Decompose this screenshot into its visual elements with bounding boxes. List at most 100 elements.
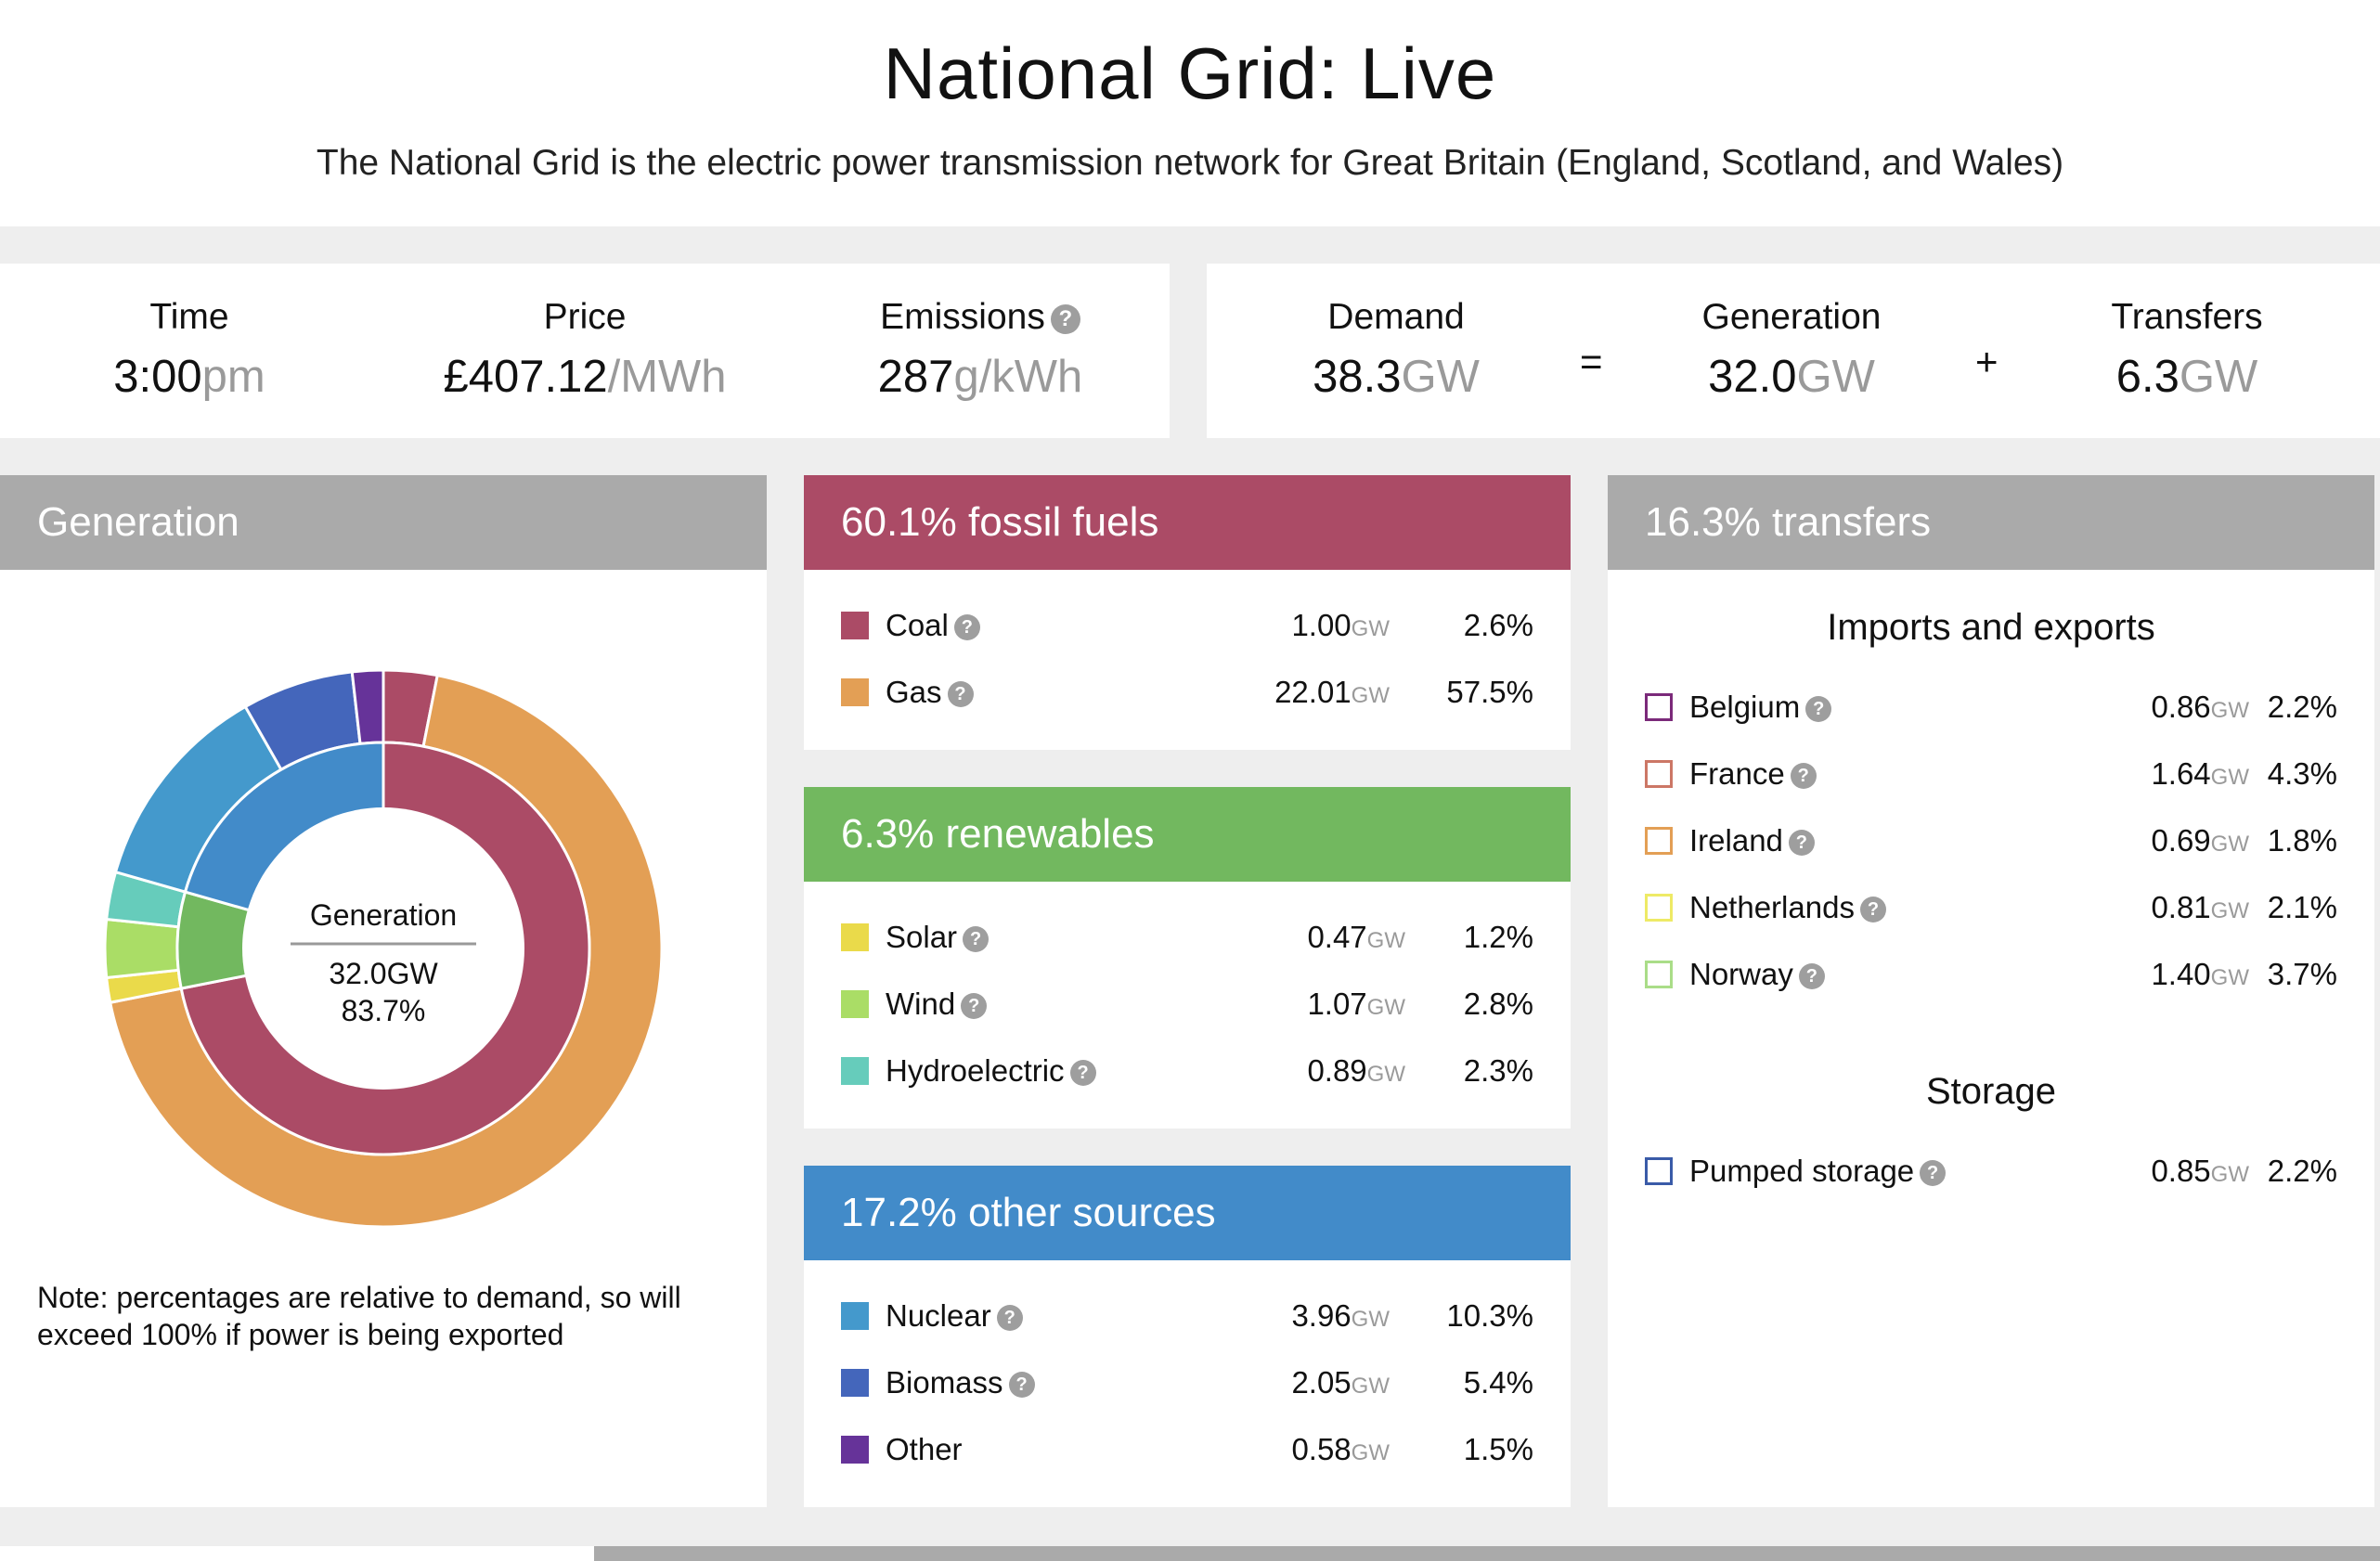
help-icon[interactable]: ?: [996, 1305, 1023, 1332]
stat-emissions: Emissions? 287g/kWh: [795, 297, 1166, 403]
stat-time-value: 3:00pm: [4, 351, 375, 403]
donut-center-value: 32.0GW: [329, 957, 438, 990]
gw-value: 0.86: [2151, 690, 2211, 724]
source-gw: 2.05GW: [1291, 1364, 1390, 1405]
bottom-panel-edge: [594, 1546, 2380, 1561]
legend-swatch: [1645, 827, 1673, 855]
gw-unit: GW: [2210, 765, 2249, 790]
source-label: Norway: [1689, 957, 1793, 991]
emissions-value: 287: [877, 352, 954, 402]
legend-swatch: [841, 923, 869, 951]
list-item: Norway? 1.40GW 3.7%: [1645, 956, 2337, 993]
other-sources-panel: 17.2% other sources Nuclear? 3.96GW 10.3% B…: [804, 1166, 1571, 1507]
list-item: Wind? 1.07GW 2.8%: [841, 986, 1533, 1023]
market-stats-card: Time 3:00pm Price £407.12/MWh Emissions?…: [0, 264, 1170, 438]
help-icon[interactable]: ?: [1798, 963, 1825, 990]
gw-value: 3.96: [1291, 1298, 1352, 1333]
price-value: £407.12: [443, 352, 608, 402]
source-pct: 2.2%: [2267, 1154, 2337, 1188]
help-icon[interactable]: ?: [1050, 303, 1080, 334]
gw-unit: GW: [1351, 1307, 1390, 1332]
generation-panel: Generation Generation 32.0GW 83.7% Note:…: [0, 475, 767, 1507]
gw-unit: GW: [1366, 1062, 1405, 1087]
fossil-fuels-header: 60.1% fossil fuels: [804, 475, 1571, 570]
stat-demand: Demand 38.3GW: [1210, 297, 1582, 403]
source-gw: 0.81GW: [2151, 889, 2249, 930]
source-pct: 2.2%: [2267, 690, 2337, 724]
donut-center-pct: 83.7%: [342, 994, 426, 1027]
gw-value: 1.07: [1307, 987, 1367, 1021]
help-icon[interactable]: ?: [1859, 897, 1886, 923]
source-name: Solar?: [886, 919, 990, 956]
help-icon[interactable]: ?: [1069, 1060, 1096, 1087]
legend-swatch: [841, 1057, 869, 1085]
donut-center: [242, 807, 524, 1090]
gw-value: 1.00: [1291, 608, 1352, 642]
legend-swatch: [1645, 894, 1673, 922]
legend-swatch: [841, 990, 869, 1018]
source-pct: 57.5%: [1446, 675, 1533, 709]
stat-generation-label: Generation: [1701, 297, 1882, 337]
source-name: Biomass?: [886, 1364, 1035, 1401]
help-icon[interactable]: ?: [961, 993, 988, 1020]
help-icon[interactable]: ?: [1805, 696, 1832, 723]
gw-value: 0.47: [1307, 920, 1367, 954]
source-pct: 1.5%: [1463, 1432, 1533, 1466]
stat-demand-value: 38.3GW: [1210, 351, 1582, 403]
source-gw: 1.07GW: [1307, 986, 1405, 1026]
help-icon[interactable]: ?: [963, 926, 990, 953]
gw-unit: GW: [2210, 698, 2249, 723]
legend-swatch: [841, 1369, 869, 1397]
stat-time-label: Time: [149, 297, 229, 337]
transfers-unit: GW: [2179, 352, 2258, 402]
stat-demand-label: Demand: [1327, 297, 1465, 337]
source-gw: 0.86GW: [2151, 689, 2249, 729]
source-label: Belgium: [1689, 690, 1801, 724]
help-icon[interactable]: ?: [1790, 763, 1817, 790]
help-icon[interactable]: ?: [1008, 1372, 1035, 1399]
gw-unit: GW: [1351, 683, 1390, 708]
source-name: Wind?: [886, 986, 988, 1023]
list-item: Biomass? 2.05GW 5.4%: [841, 1364, 1533, 1401]
gw-unit: GW: [2210, 1162, 2249, 1187]
gw-unit: GW: [1351, 1440, 1390, 1465]
legend-swatch: [841, 612, 869, 639]
gw-unit: GW: [1366, 995, 1405, 1020]
fossil-fuels-panel: 60.1% fossil fuels Coal? 1.00GW 2.6% Gas? 22…: [804, 475, 1571, 750]
list-item: Gas? 22.01GW 57.5%: [841, 674, 1533, 711]
help-icon[interactable]: ?: [953, 614, 980, 641]
source-name: Nuclear?: [886, 1297, 1023, 1335]
gw-value: 0.58: [1291, 1432, 1352, 1466]
legend-swatch: [1645, 961, 1673, 988]
source-label: Pumped storage: [1689, 1154, 1915, 1188]
source-pct: 4.3%: [2267, 756, 2337, 791]
donut-slice-wind[interactable]: [103, 917, 180, 980]
source-name: Belgium?: [1689, 689, 1832, 726]
legend-swatch: [841, 1302, 869, 1330]
source-name: Pumped storage?: [1689, 1153, 1947, 1190]
gw-unit: GW: [1351, 616, 1390, 641]
generation-donut-chart: Generation 32.0GW 83.7%: [103, 668, 664, 1229]
source-gw: 0.58GW: [1291, 1431, 1390, 1472]
gw-value: 1.40: [2151, 957, 2211, 991]
time-unit: pm: [201, 352, 265, 402]
list-item: Other 0.58GW 1.5%: [841, 1431, 1533, 1468]
source-pct: 10.3%: [1446, 1298, 1533, 1333]
source-gw: 0.69GW: [2151, 822, 2249, 863]
source-pct: 2.6%: [1463, 608, 1533, 642]
source-label: Other: [886, 1432, 963, 1466]
help-icon[interactable]: ?: [947, 681, 974, 708]
source-gw: 1.40GW: [2151, 956, 2249, 997]
renewables-panel: 6.3% renewables Solar? 0.47GW 1.2% Wind? 1.0…: [804, 787, 1571, 1129]
transfers-panel: 16.3% transfers Imports and exports Belg…: [1608, 475, 2374, 1507]
help-icon[interactable]: ?: [1788, 830, 1815, 857]
source-label: Biomass: [886, 1365, 1003, 1400]
donut-outer-ring: [103, 668, 664, 1229]
legend-swatch: [841, 1436, 869, 1464]
legend-swatch: [1645, 760, 1673, 788]
source-pct: 1.2%: [1463, 920, 1533, 954]
source-pct: 2.3%: [1463, 1053, 1533, 1088]
source-pct: 2.1%: [2267, 890, 2337, 924]
stat-transfers-value: 6.3GW: [2001, 351, 2373, 403]
help-icon[interactable]: ?: [1920, 1160, 1947, 1187]
